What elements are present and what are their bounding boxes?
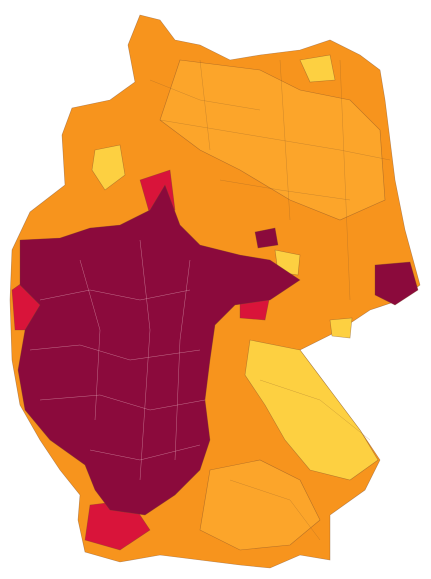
region-dark — [254, 227, 279, 249]
region-dark — [374, 261, 419, 306]
region-yellow — [244, 339, 379, 481]
district-lines — [149, 59, 391, 541]
district-lines — [29, 239, 206, 481]
region-yellow — [91, 144, 126, 191]
region-light-orange — [199, 459, 321, 551]
region-dark — [17, 184, 301, 516]
region-yellow — [299, 54, 336, 83]
region-light-orange — [159, 59, 386, 221]
region-yellow — [329, 317, 353, 339]
